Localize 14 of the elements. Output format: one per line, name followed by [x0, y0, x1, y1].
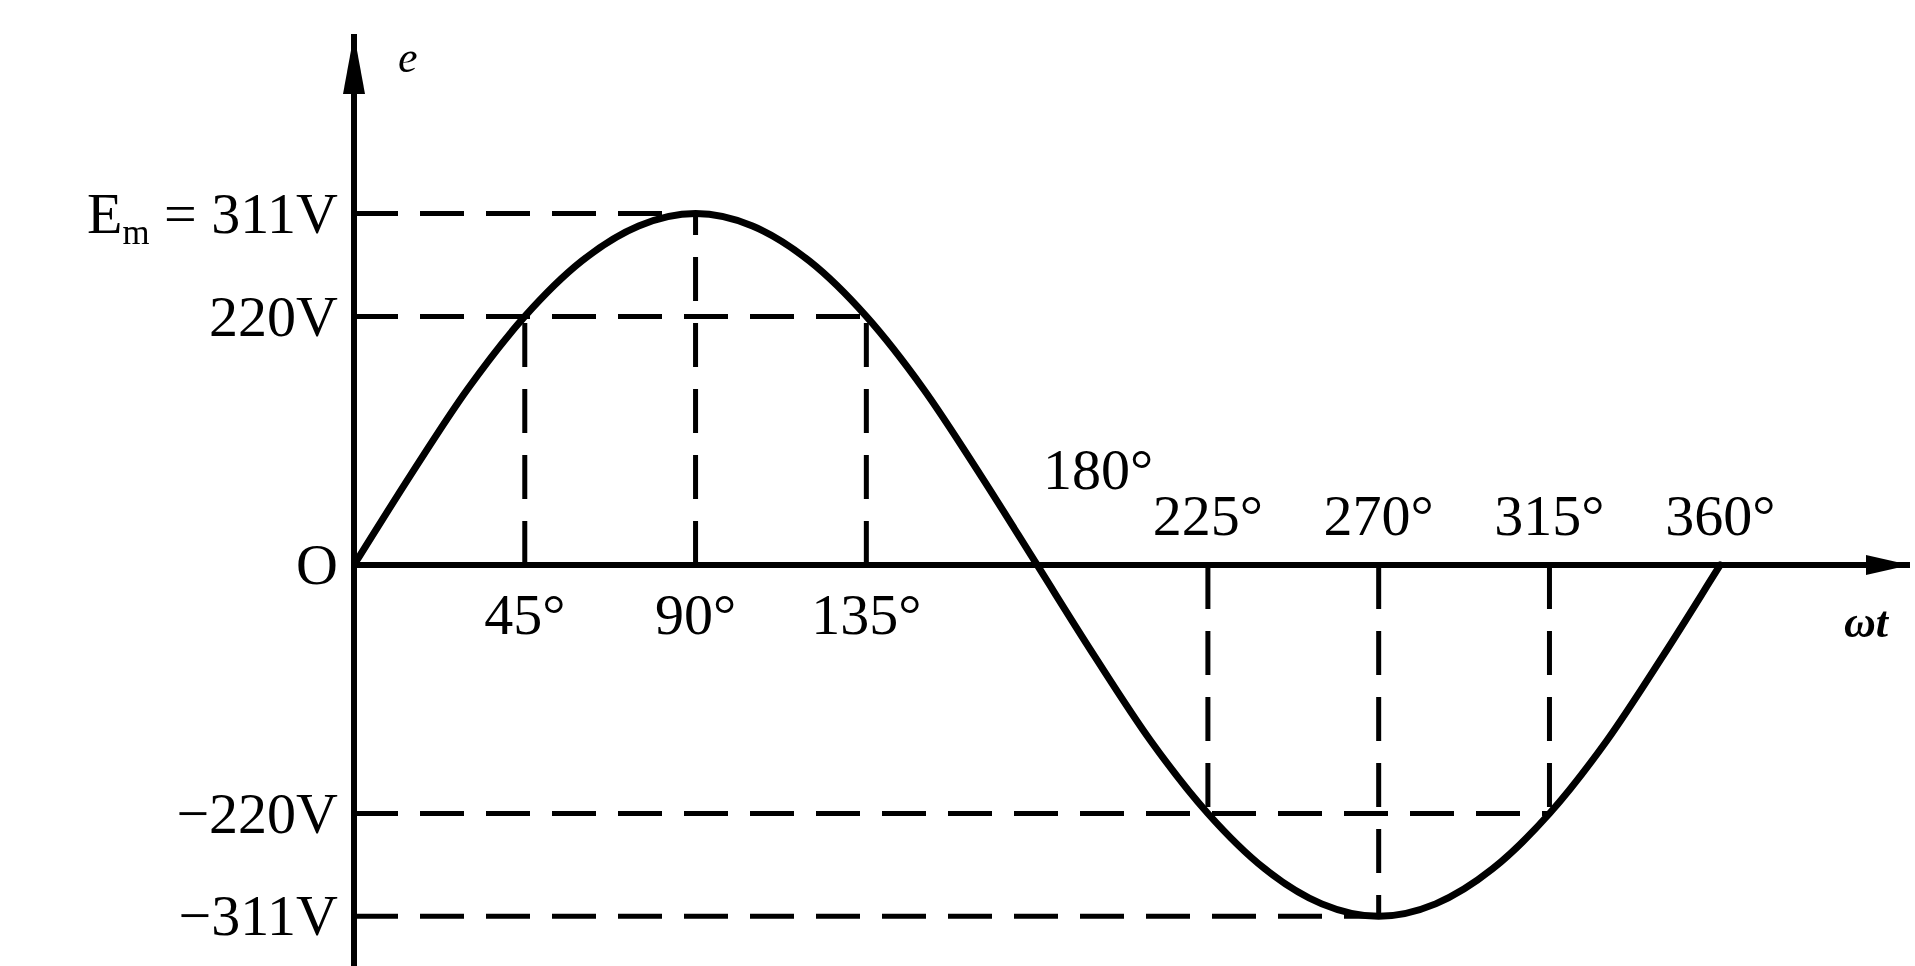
y-tick-label: −311V: [178, 883, 339, 949]
x2-tick-label: 360°: [1665, 482, 1776, 548]
x-tick-label: 45°: [484, 582, 566, 648]
y-tick-label: 220V: [209, 283, 339, 349]
x2-tick-label: 315°: [1494, 482, 1605, 548]
x-tick-label: 90°: [654, 582, 737, 648]
x2-tick-label: 225°: [1152, 482, 1264, 548]
x-axis-title: ωt: [1843, 597, 1890, 647]
annotation: 180°: [1043, 436, 1154, 502]
x-tick-label: 135°: [811, 582, 922, 648]
y-tick-label: O: [296, 532, 338, 598]
y-tick-label: −220V: [176, 780, 339, 846]
x2-tick-label: 270°: [1323, 482, 1434, 548]
y-axis-title: e: [398, 33, 418, 82]
